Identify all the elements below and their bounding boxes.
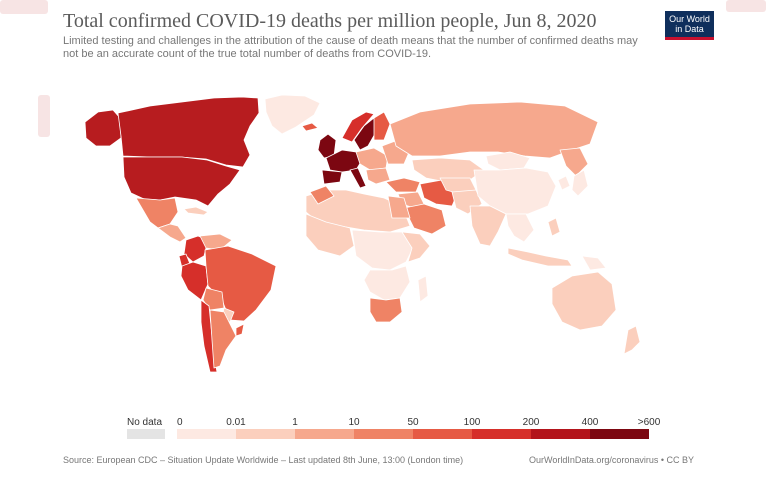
legend-tick-label: 0.01 — [226, 417, 246, 428]
legend-tick-label: 50 — [407, 417, 419, 428]
country-egypt[interactable] — [387, 195, 411, 219]
country-indonesia[interactable] — [507, 247, 573, 267]
country-central-europe[interactable] — [355, 147, 389, 171]
country-balkans[interactable] — [365, 167, 391, 185]
legend-color-bin[interactable] — [177, 429, 236, 439]
country-finland[interactable] — [373, 111, 391, 141]
country-india[interactable] — [469, 205, 507, 247]
country-east-africa[interactable] — [401, 231, 431, 263]
country-central-africa[interactable] — [351, 229, 415, 271]
country-philippines[interactable] — [547, 217, 561, 237]
legend-color-bin[interactable] — [295, 429, 354, 439]
chart-title: Total confirmed COVID-19 deaths per mill… — [63, 10, 597, 32]
legend-tick-label: >600 — [637, 417, 661, 428]
country-uruguay[interactable] — [235, 323, 245, 337]
country-turkey[interactable] — [385, 177, 421, 193]
legend-tick-label: 200 — [522, 417, 540, 428]
legend-color-bin[interactable] — [472, 429, 531, 439]
edge-artifact-top-right — [726, 0, 766, 12]
country-papua[interactable] — [581, 255, 607, 271]
credit-link[interactable]: OurWorldInData.org/coronavirus • CC BY — [529, 455, 695, 465]
country-china[interactable] — [473, 167, 557, 215]
country-west-africa[interactable] — [305, 213, 355, 257]
country-saudi-arabia[interactable] — [403, 203, 447, 235]
legend-tick-label: 100 — [463, 417, 481, 428]
source-note[interactable]: Source: European CDC – Situation Update … — [63, 455, 464, 465]
country-australia[interactable] — [551, 271, 617, 331]
country-cuba[interactable] — [183, 206, 209, 216]
country-southeast-asia[interactable] — [505, 213, 535, 243]
country-canada[interactable] — [117, 96, 260, 168]
legend-tick-label: 400 — [581, 417, 599, 428]
legend-tick-label: 1 — [292, 417, 298, 428]
legend-no-data-swatch[interactable] — [127, 429, 165, 439]
country-usa[interactable] — [122, 156, 241, 207]
country-norway[interactable] — [341, 111, 375, 143]
logo-line-2: in Data — [675, 23, 704, 34]
country-new-zealand[interactable] — [623, 325, 641, 355]
legend-color-bin[interactable] — [354, 429, 413, 439]
country-alaska[interactable] — [84, 109, 122, 147]
country-colombia[interactable] — [183, 235, 209, 263]
country-central-america[interactable] — [157, 223, 187, 243]
country-russia[interactable] — [389, 101, 599, 159]
country-mexico[interactable] — [135, 197, 179, 229]
logo-line-1: Our World — [669, 14, 710, 24]
country-korea-japan[interactable] — [557, 169, 589, 197]
country-venezuela[interactable] — [199, 233, 233, 251]
chart-subtitle: Limited testing and challenges in the at… — [63, 35, 638, 60]
country-bolivia[interactable] — [202, 287, 225, 311]
country-greenland[interactable] — [264, 94, 321, 135]
legend-color-bin[interactable] — [413, 429, 472, 439]
country-spain-portugal[interactable] — [321, 169, 343, 185]
country-south-africa[interactable] — [369, 297, 403, 323]
country-iceland[interactable] — [301, 122, 319, 132]
country-brazil[interactable] — [204, 245, 277, 322]
legend-color-bin[interactable] — [236, 429, 295, 439]
country-peru[interactable] — [180, 261, 209, 301]
country-italy[interactable] — [349, 167, 367, 189]
country-argentina[interactable] — [209, 309, 237, 369]
countries — [84, 94, 641, 373]
legend-color-bin[interactable] — [531, 429, 590, 439]
country-madagascar[interactable] — [417, 275, 429, 303]
country-morocco[interactable] — [309, 185, 335, 205]
legend-tick-label: 10 — [348, 417, 360, 428]
owid-logo[interactable]: Our World in Data — [665, 11, 714, 40]
legend-tick-label: 0 — [177, 417, 183, 428]
country-russia-far-east[interactable] — [559, 147, 589, 177]
country-western-europe[interactable] — [325, 149, 363, 173]
legend-color-bin[interactable] — [590, 429, 649, 439]
edge-artifact-left — [38, 95, 50, 137]
legend-no-data-label: No data — [127, 417, 163, 428]
country-southern-africa[interactable] — [363, 265, 411, 301]
edge-artifact-top-left — [0, 0, 48, 14]
